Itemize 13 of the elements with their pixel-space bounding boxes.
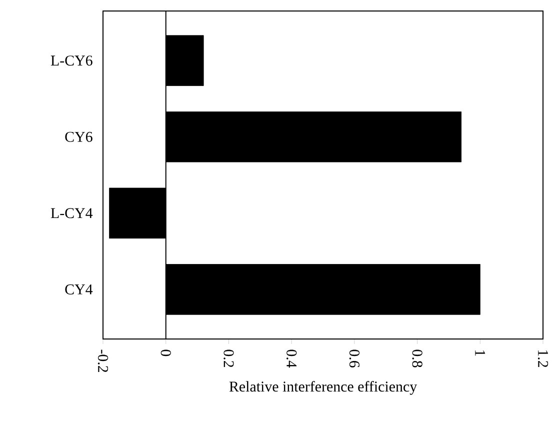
x-tick-label: 0.6 xyxy=(349,350,360,368)
x-tick-label: 0.2 xyxy=(224,350,234,368)
y-tick-label: L-CY4 xyxy=(50,208,93,218)
x-tick-label: -0.2 xyxy=(98,350,108,372)
x-tick-label: 0.8 xyxy=(412,350,422,368)
x-tick-label: 1.2 xyxy=(538,350,548,368)
x-tick-label: 0.4 xyxy=(286,350,297,368)
x-tick-label: 0 xyxy=(160,350,171,356)
x-tick-label: 1 xyxy=(475,350,486,356)
y-tick-label: CY4 xyxy=(65,284,93,294)
y-tick-label: L-CY6 xyxy=(50,56,92,66)
x-axis-title: Relative interference efficiency xyxy=(229,381,418,395)
y-tick-label: CY6 xyxy=(65,132,92,142)
